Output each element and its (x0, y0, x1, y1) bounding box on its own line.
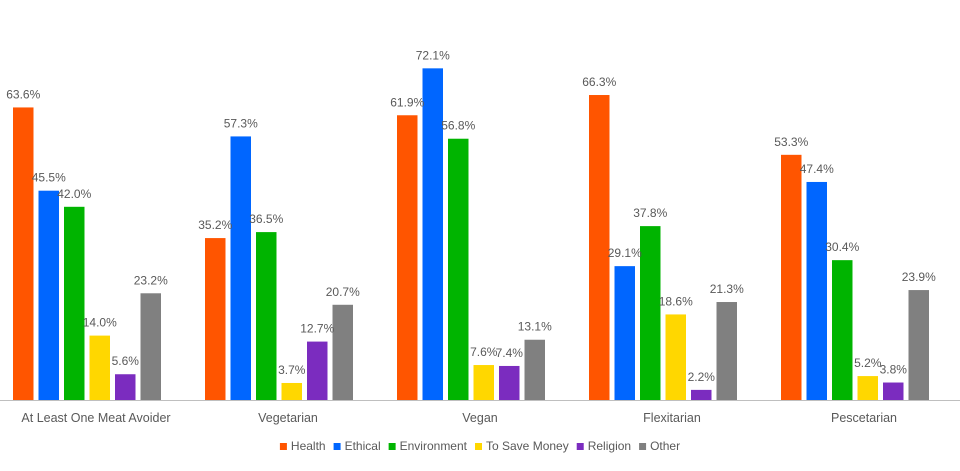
bar-vegetarian-health (205, 238, 226, 400)
data-label-vegetarian-ethical: 57.3% (224, 116, 258, 130)
category-label-pescetarian: Pescetarian (831, 411, 897, 425)
data-label-vegan-other: 13.1% (518, 320, 552, 334)
data-label-pescetarian-religion: 3.8% (880, 363, 908, 377)
category-label-at-least-one-meat-avoider: At Least One Meat Avoider (21, 411, 170, 425)
bar-pescetarian-health (781, 154, 802, 400)
legend-swatch-other (639, 443, 647, 450)
bar-at-least-one-meat-avoider-environment (64, 206, 85, 400)
data-label-vegan-environment: 56.8% (441, 119, 475, 133)
bars-layer (13, 68, 929, 401)
legend-label-ethical: Ethical (345, 439, 381, 453)
bar-at-least-one-meat-avoider-health (13, 107, 34, 400)
data-label-vegan-health: 61.9% (390, 95, 424, 109)
data-label-flexitarian-religion: 2.2% (688, 370, 716, 384)
category-label-vegetarian: Vegetarian (258, 411, 318, 425)
legend-label-environment: Environment (400, 439, 468, 453)
data-label-flexitarian-other: 21.3% (710, 282, 744, 296)
bar-pescetarian-other (908, 290, 929, 400)
bar-flexitarian-health (589, 95, 610, 401)
data-label-pescetarian-health: 53.3% (774, 135, 808, 149)
data-label-vegan-ethical: 72.1% (416, 48, 450, 62)
data-label-vegetarian-health: 35.2% (198, 218, 232, 232)
legend-swatch-ethical (333, 443, 341, 450)
legend-label-other: Other (650, 439, 680, 453)
data-label-vegetarian-to-save-money: 3.7% (278, 363, 306, 377)
data-label-at-least-one-meat-avoider-environment: 42.0% (57, 187, 91, 201)
legend-swatch-environment (388, 443, 396, 450)
bar-vegetarian-to-save-money (281, 382, 302, 400)
bar-at-least-one-meat-avoider-other (140, 293, 161, 400)
data-label-flexitarian-health: 66.3% (582, 75, 616, 89)
data-label-pescetarian-other: 23.9% (902, 270, 936, 284)
category-label-vegan: Vegan (462, 411, 498, 425)
legend-swatch-health (279, 443, 287, 450)
data-label-at-least-one-meat-avoider-religion: 5.6% (112, 354, 140, 368)
bar-vegan-to-save-money (473, 365, 494, 400)
bar-flexitarian-to-save-money (665, 314, 686, 400)
data-label-at-least-one-meat-avoider-health: 63.6% (6, 87, 40, 101)
legend-swatch-religion (576, 443, 584, 450)
bar-flexitarian-environment (640, 226, 661, 400)
category-label-flexitarian: Flexitarian (643, 411, 701, 425)
data-label-flexitarian-to-save-money: 18.6% (659, 294, 693, 308)
bar-vegetarian-environment (256, 232, 277, 400)
bar-pescetarian-to-save-money (857, 376, 878, 400)
data-label-at-least-one-meat-avoider-ethical: 45.5% (32, 171, 66, 185)
data-label-vegetarian-other: 20.7% (326, 285, 360, 299)
bar-flexitarian-religion (691, 389, 712, 400)
bar-vegan-religion (499, 365, 520, 400)
data-label-vegan-to-save-money: 7.6% (470, 345, 498, 359)
bar-vegan-environment (448, 138, 469, 400)
legend-swatch-to-save-money (475, 443, 482, 450)
bar-vegetarian-religion (307, 341, 328, 400)
legend-label-to-save-money: To Save Money (486, 439, 569, 453)
bar-vegetarian-ethical (230, 136, 251, 401)
bar-vegan-health (397, 115, 418, 400)
data-label-at-least-one-meat-avoider-other: 23.2% (134, 273, 168, 287)
data-label-vegetarian-environment: 36.5% (249, 212, 283, 226)
legend-label-religion: Religion (588, 439, 631, 453)
value-labels-layer: 63.6% 45.5% 42.0% 14.0% 5.6% 23.2% 35.2% 57.3% 3… (6, 48, 936, 384)
data-label-vegetarian-religion: 12.7% (300, 322, 334, 336)
legend: Health Ethical Environment To Save Money Rel… (279, 439, 680, 453)
data-label-at-least-one-meat-avoider-to-save-money: 14.0% (83, 316, 117, 330)
category-labels-layer: At Least One Meat Avoider Vegetarian Vegan… (21, 411, 897, 425)
data-label-vegan-religion: 7.4% (496, 346, 524, 360)
bar-flexitarian-other (716, 302, 737, 400)
legend-label-health: Health (291, 439, 326, 453)
bar-vegan-ethical (422, 68, 443, 400)
data-label-flexitarian-ethical: 29.1% (608, 246, 642, 260)
data-label-pescetarian-environment: 30.4% (825, 240, 859, 254)
bar-pescetarian-environment (832, 260, 853, 400)
data-label-flexitarian-environment: 37.8% (633, 206, 667, 220)
bar-at-least-one-meat-avoider-ethical (38, 190, 59, 400)
data-label-pescetarian-ethical: 47.4% (800, 162, 834, 176)
bar-pescetarian-ethical (806, 181, 827, 400)
bar-vegetarian-other (332, 304, 353, 400)
bar-vegan-other (524, 339, 545, 400)
bar-pescetarian-religion (883, 382, 904, 400)
bar-flexitarian-ethical (614, 266, 635, 400)
data-label-pescetarian-to-save-money: 5.2% (854, 356, 882, 370)
bar-at-least-one-meat-avoider-religion (115, 374, 136, 400)
bar-at-least-one-meat-avoider-to-save-money (89, 335, 110, 400)
